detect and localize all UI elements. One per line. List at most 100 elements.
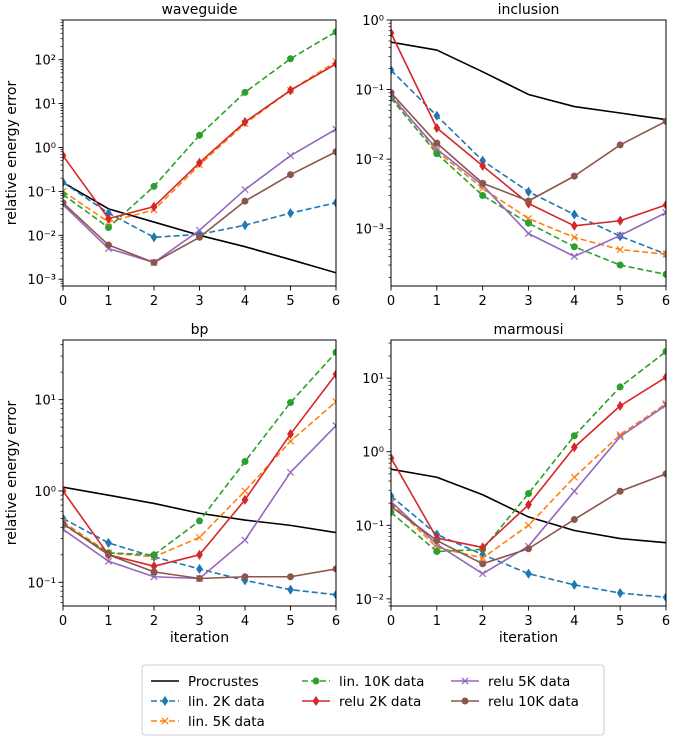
panel-bp-series-procrustes	[63, 486, 336, 534]
panel-bp-series-lin-5k-data-point-stroke-b	[63, 518, 67, 523]
panel-bp-series-lin-2k-data-point	[287, 584, 294, 595]
panel-marmousi-series-relu-10k-data-point	[391, 503, 395, 511]
panel-bp-xtick-label: 5	[286, 614, 294, 629]
legend-item-lin-10k-data-marker	[312, 677, 320, 685]
panel-inclusion-series-relu-5k-data-point	[616, 231, 624, 240]
panel-waveguide-series-relu-2k-data-line	[63, 63, 336, 220]
panel-inclusion-series-lin-10k-data-point	[616, 261, 624, 269]
panel-waveguide-series-procrustes	[63, 181, 336, 274]
panel-inclusion-series-relu-2k-data-point	[662, 199, 666, 210]
panel-inclusion-series-relu-5k-data-point-stroke-b	[524, 229, 533, 238]
panel-marmousi-series-relu-2k-data-point	[662, 372, 666, 383]
panel-marmousi-frame	[390, 339, 667, 607]
panel-bp-series-lin-2k-data-point	[332, 589, 336, 600]
panel-marmousi-ytick-label: 10⁻²	[355, 593, 384, 608]
panel-bp-series-relu-2k-data-point	[196, 549, 203, 560]
panel-marmousi-ytick-label: 10⁻¹	[355, 519, 384, 534]
panel-bp-series-lin-5k-data-point-stroke-b	[241, 487, 249, 495]
panel-bp-xtick-label: 1	[104, 614, 112, 629]
panel-inclusion-series-lin-5k-data-point	[662, 250, 666, 258]
panel-bp-series-relu-5k-data-point	[104, 557, 113, 565]
panel-bp-series-lin-5k-data	[63, 398, 336, 561]
panel-marmousi-series-lin-10k-data-point	[662, 348, 666, 356]
panel-inclusion-series-lin-2k-data	[391, 65, 666, 260]
panel-marmousi-series-lin-5k-data-point-stroke-b	[524, 521, 533, 529]
legend-item-relu-10k-data-label: relu 10K data	[488, 694, 579, 710]
legend-item-lin-2k-data-marker	[161, 695, 169, 707]
panel-marmousi-series-lin-5k-data-point-stroke-b	[391, 499, 395, 504]
panel-marmousi-series-relu-5k-data-point-stroke-b	[570, 487, 578, 495]
panel-waveguide-series-relu-5k-data-point	[332, 125, 336, 133]
panel-waveguide-series-lin-10k-data	[63, 28, 336, 232]
panel-marmousi-xtick-label: 6	[662, 614, 670, 629]
legend-item-lin-5k-data: lin. 5K data	[151, 714, 265, 730]
panel-waveguide-series-relu-5k-data-point-stroke-b	[332, 128, 336, 133]
panel-marmousi-series-lin-5k-data-point-stroke-b	[570, 473, 578, 481]
panel-marmousi-series-relu-10k-data-point	[616, 487, 624, 495]
panel-waveguide-series-lin-2k-data-point	[63, 177, 67, 188]
panel-waveguide-series-relu-5k-data-point-stroke-a	[332, 125, 336, 131]
panel-waveguide-ylabel: relative energy error	[4, 81, 20, 226]
panel-bp-title: bp	[191, 322, 209, 338]
panel-waveguide-xtick-label: 2	[150, 294, 158, 309]
panel-waveguide-series-relu-10k-data-point	[196, 233, 203, 241]
panel-bp-series-relu-10k-data-point	[63, 520, 67, 528]
panel-inclusion-series-relu-10k-data-point	[662, 117, 666, 125]
legend-item-relu-5k-data-marker-stroke-b	[461, 677, 469, 685]
legend-item-relu-2k-data: relu 2K data	[302, 694, 421, 710]
panel-inclusion-series-relu-5k-data-point	[433, 145, 441, 153]
legend-item-relu-5k-data-marker	[461, 677, 469, 685]
legend-item-lin-2k-data: lin. 2K data	[151, 694, 265, 710]
panel-marmousi-series-lin-10k-data-point	[616, 383, 624, 391]
panel-waveguide-xtick-label: 0	[59, 294, 67, 309]
panel-bp-series-relu-10k-data-point	[332, 565, 336, 573]
panel-inclusion-ytick-label: 10⁰	[362, 14, 384, 29]
legend-item-procrustes: Procrustes	[151, 674, 259, 690]
legend-item-lin-5k-data-marker-stroke-b	[161, 717, 169, 725]
panel-inclusion-series-relu-2k-data-point	[391, 27, 395, 39]
panel-bp-xlabel: iteration	[170, 630, 229, 646]
panel-waveguide-series-relu-2k-data-point	[105, 213, 112, 224]
panel-marmousi-ytick-label: 10⁰	[362, 446, 384, 461]
panel-waveguide-series-relu-2k-data-point	[287, 85, 294, 96]
panel-inclusion-frame	[390, 19, 667, 287]
panel-marmousi-xtick-label: 0	[387, 614, 395, 629]
panel-marmousi-series-relu-10k-data-point	[433, 537, 441, 545]
panel-waveguide-series-relu-5k-data-point-stroke-a	[63, 203, 67, 209]
panel-marmousi-series-relu-2k-data-point	[570, 442, 578, 453]
panel-inclusion-xtick-label: 2	[479, 294, 487, 309]
panel-waveguide-series-lin-10k-data-point	[150, 182, 158, 190]
panel-inclusion-series-relu-10k-data-point	[433, 139, 441, 147]
panel-inclusion-series-lin-10k-data-point	[479, 191, 487, 199]
panel-inclusion-series-relu-5k-data-point-stroke-b	[570, 252, 578, 260]
panel-bp-series-relu-2k-data-point	[287, 429, 294, 440]
panel-bp-xtick-label: 6	[332, 614, 340, 629]
panel-waveguide-series-lin-10k-data-point	[63, 190, 67, 198]
panel-waveguide-ytick-label: 10⁻²	[27, 229, 56, 244]
legend: Procrustes lin. 2K data lin. 5K data lin. 1…	[141, 664, 605, 736]
panel-marmousi-series-lin-2k-data-point	[662, 592, 666, 603]
panel-inclusion-series-relu-10k-data-point	[391, 89, 395, 97]
panel-bp-series-relu-10k-data	[63, 520, 336, 583]
panel-waveguide-series-relu-5k-data-point	[241, 185, 249, 194]
legend-item-relu-10k-data-marker	[461, 697, 469, 705]
legend-item-lin-10k-data: lin. 10K data	[302, 674, 424, 690]
panel-bp-series-lin-5k-data-point	[332, 398, 336, 406]
panel-inclusion-series-lin-5k-data-point-stroke-b	[570, 233, 578, 242]
panel-marmousi-series-procrustes-line	[391, 468, 666, 544]
panel-marmousi-xlabel: iteration	[499, 630, 558, 646]
panel-bp-series-lin-10k-data-point	[332, 348, 336, 356]
panel-bp-series-relu-10k-data-point	[241, 573, 249, 581]
panel-waveguide-series-relu-5k-data-point-stroke-b	[241, 185, 249, 194]
panel-marmousi-series-lin-5k-data-point	[479, 554, 487, 562]
panel-inclusion-series-lin-5k-data-point	[616, 246, 624, 254]
panel-bp-series-lin-5k-data-point-stroke-b	[332, 400, 336, 406]
panel-inclusion-series-lin-2k-data-point	[391, 65, 395, 76]
panel-marmousi-series-relu-5k-data-point	[479, 570, 487, 578]
panel-bp-series-relu-2k-data-point	[63, 485, 67, 497]
panel-bp-series-lin-10k-data-line	[63, 351, 336, 556]
panel-waveguide-ytick-label: 10⁰	[34, 141, 56, 156]
legend-item-relu-2k-data-label: relu 2K data	[339, 694, 421, 710]
panel-marmousi-series-lin-5k-data-point-stroke-b	[479, 554, 487, 562]
panel-inclusion-xtick-label: 5	[616, 294, 624, 309]
